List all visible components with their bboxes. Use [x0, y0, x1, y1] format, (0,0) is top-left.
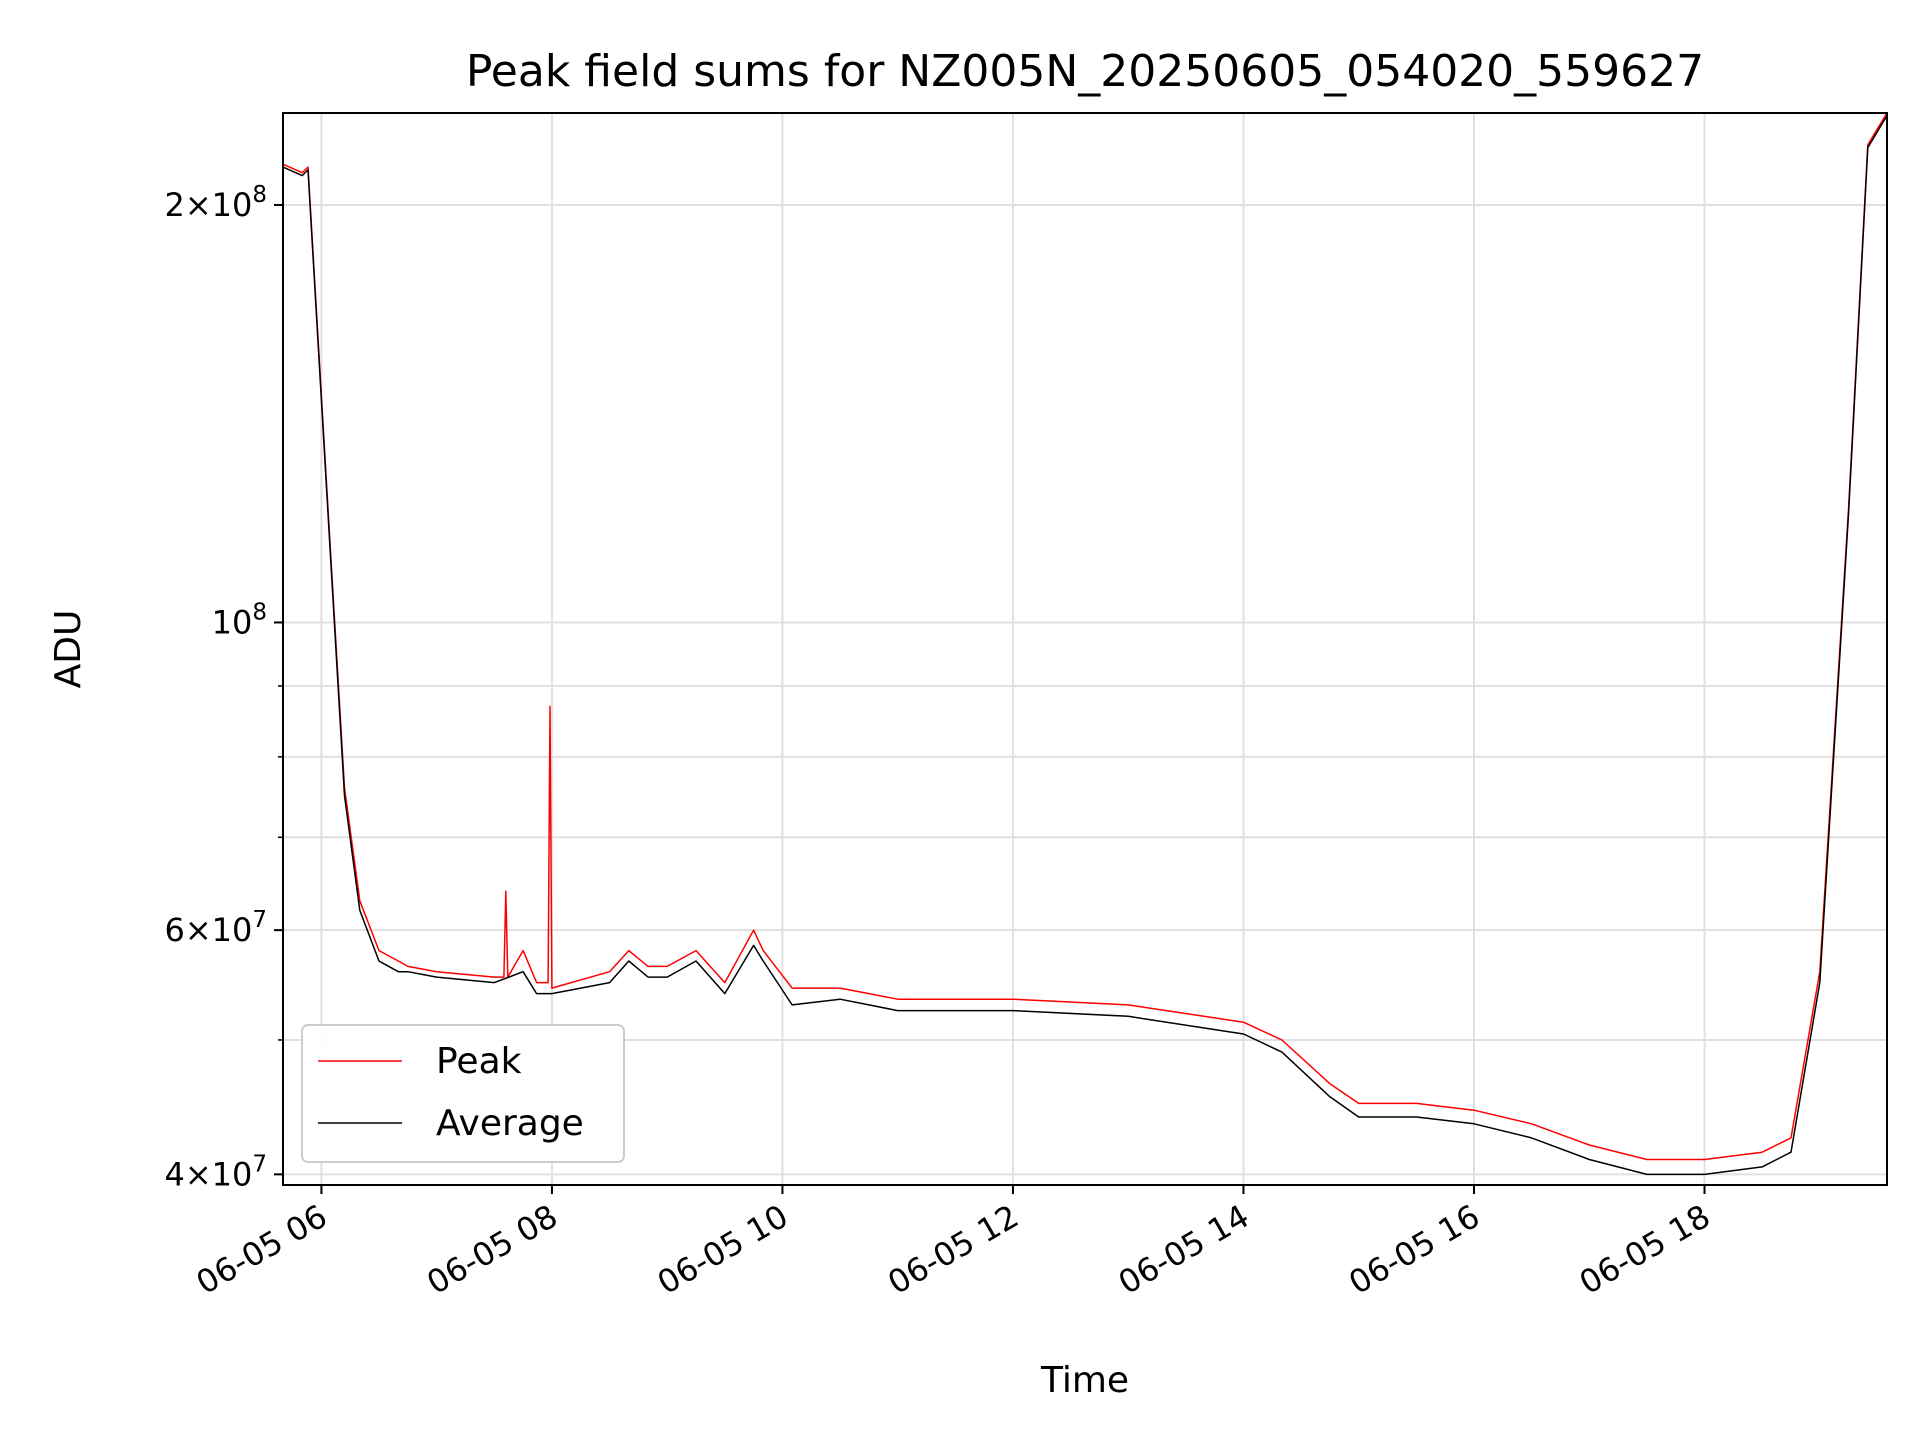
- y-tick-label: 4×107: [164, 1151, 267, 1193]
- y-axis-label: ADU: [48, 610, 89, 689]
- y-axis: 2×108 108 6×107 4×107: [164, 182, 283, 1193]
- series-line-average: [282, 115, 1888, 1176]
- x-axis-label: Time: [1040, 1360, 1129, 1401]
- series-group: [282, 112, 1888, 1176]
- legend-label-average: Average: [436, 1103, 584, 1144]
- legend-label-peak: Peak: [436, 1041, 522, 1082]
- y-tick-label: 108: [212, 599, 267, 641]
- y-tick-label: 2×108: [164, 182, 267, 224]
- legend-box: [301, 1024, 625, 1163]
- legend: Peak Average: [301, 1024, 625, 1163]
- chart-title: Peak field sums for NZ005N_20250605_0540…: [466, 46, 1704, 97]
- plot-frame: [282, 112, 1888, 1186]
- y-tick-label: 6×107: [164, 907, 267, 949]
- series-line-peak: [282, 112, 1888, 1161]
